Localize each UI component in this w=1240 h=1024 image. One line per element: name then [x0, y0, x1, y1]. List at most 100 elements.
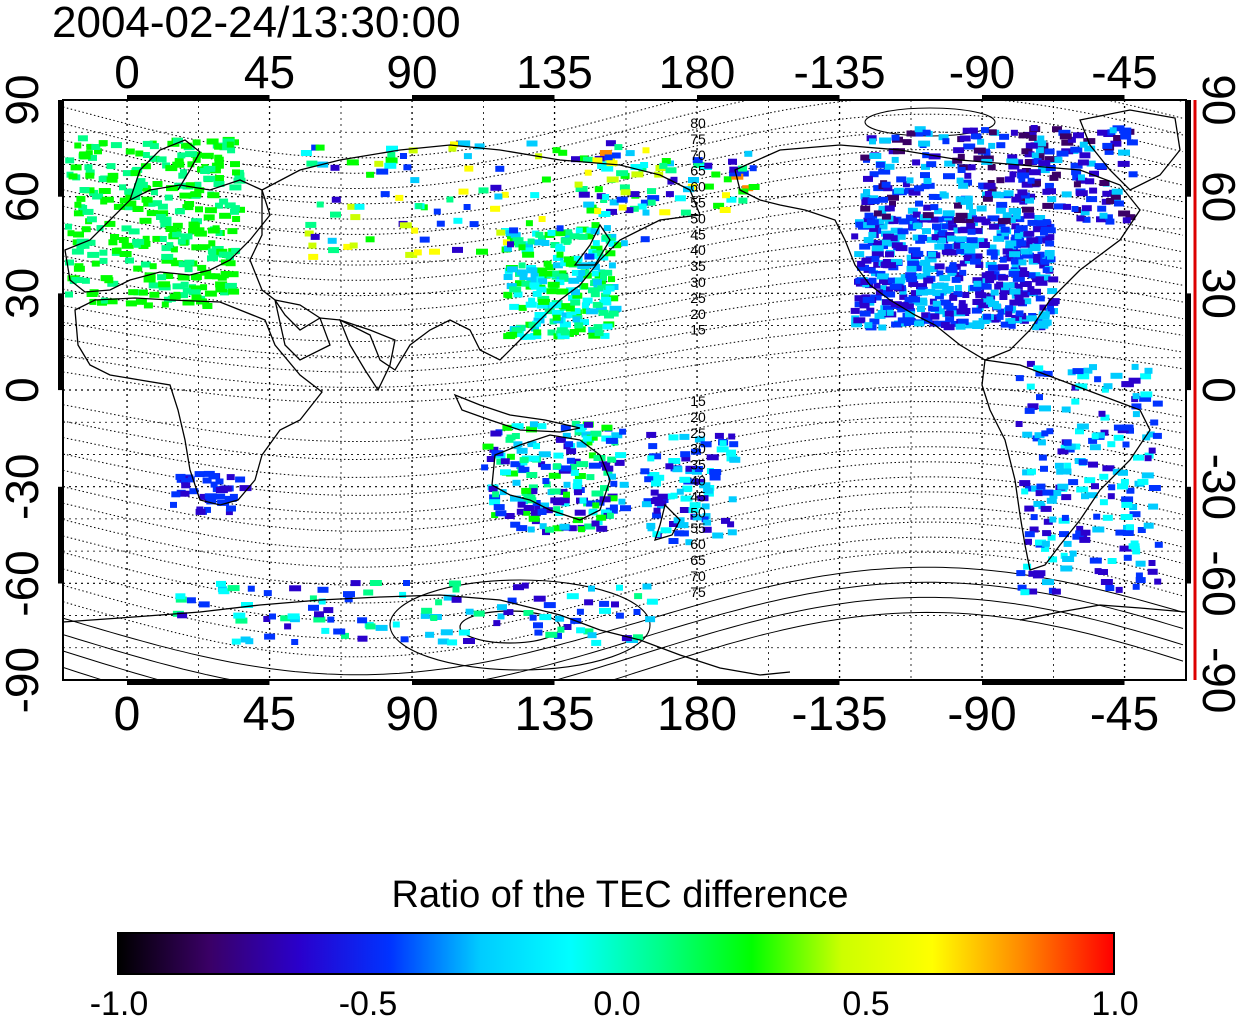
tec-cell — [187, 476, 195, 483]
tec-cell — [570, 469, 579, 476]
tec-cell — [999, 133, 1010, 140]
tec-cell — [74, 263, 84, 270]
tec-cell — [967, 228, 976, 235]
tec-cell — [640, 199, 653, 206]
tec-cell — [574, 509, 586, 516]
tec-cell — [490, 205, 501, 212]
tec-cell — [563, 256, 574, 263]
tec-cell — [615, 452, 627, 459]
mag-lat-contour — [63, 596, 1184, 680]
tec-cell — [304, 230, 314, 237]
tec-cell — [1122, 530, 1134, 536]
tec-cell — [922, 228, 931, 235]
tec-cell — [1069, 550, 1077, 557]
tec-cell — [1019, 480, 1031, 487]
tec-cell — [1058, 129, 1071, 136]
tec-cell — [1075, 530, 1085, 537]
mag-lat-contour — [63, 431, 1184, 514]
tec-cell — [1033, 365, 1044, 372]
tec-cell — [503, 245, 512, 252]
tec-cell — [135, 298, 147, 305]
tec-cell — [548, 472, 561, 479]
tec-cell — [938, 134, 949, 141]
tec-cell — [440, 629, 453, 636]
tec-cell — [1104, 148, 1114, 155]
tec-cell — [1075, 190, 1088, 197]
tec-cell — [944, 310, 954, 317]
tec-cell — [1135, 577, 1146, 584]
tec-cell — [104, 220, 116, 227]
tec-cell — [996, 201, 1008, 208]
tec-cell — [915, 273, 928, 280]
tec-cell — [906, 265, 917, 272]
tec-cell — [566, 593, 579, 600]
tec-cell — [890, 235, 898, 242]
tec-cell — [945, 232, 955, 238]
tec-cell — [912, 250, 924, 257]
tec-cell — [529, 282, 540, 289]
contour-label-south: 65 — [690, 552, 706, 568]
lon-tick-bottom: 135 — [514, 688, 594, 741]
tec-cell — [552, 147, 561, 154]
tec-cell — [163, 273, 174, 279]
tec-cell — [871, 255, 880, 262]
tec-cell — [1148, 503, 1159, 510]
tec-cell — [881, 213, 891, 220]
tec-cell — [108, 239, 118, 246]
tec-cell — [883, 305, 893, 312]
axis-bar-top — [697, 95, 840, 100]
tec-cell — [347, 203, 358, 210]
tec-cell — [851, 233, 859, 240]
tec-cell — [1035, 147, 1044, 154]
tec-cell — [194, 471, 205, 478]
tec-cell — [215, 175, 224, 181]
coastline-indonesia — [453, 393, 581, 433]
tec-cell — [1110, 193, 1121, 200]
tec-cell — [881, 230, 891, 237]
tec-cell — [463, 204, 471, 210]
tec-cell — [170, 246, 178, 253]
tec-cell — [138, 289, 148, 296]
tec-cell — [988, 142, 996, 149]
tec-cell — [665, 463, 674, 470]
tec-cell — [641, 501, 652, 508]
tec-cell — [899, 288, 907, 295]
tec-cell — [1100, 414, 1110, 421]
tec-cell — [1010, 129, 1018, 136]
tec-cell — [392, 621, 400, 628]
tec-cell — [566, 457, 575, 464]
tec-cell — [1076, 486, 1089, 493]
tec-cell — [945, 316, 955, 323]
tec-cell — [528, 322, 536, 329]
tec-cell — [896, 302, 909, 309]
tec-cell — [84, 239, 96, 246]
tec-cell — [588, 585, 595, 592]
tec-cell — [230, 208, 239, 215]
tec-cell — [676, 488, 684, 495]
tec-cell — [215, 286, 228, 293]
tec-cell — [172, 231, 182, 238]
tec-cell — [106, 163, 116, 170]
tec-cell — [931, 234, 939, 241]
tec-cell — [1121, 424, 1134, 431]
tec-cell — [316, 201, 324, 208]
tec-cell — [1016, 570, 1026, 577]
tec-cell — [158, 284, 171, 291]
tec-cell — [1061, 139, 1074, 146]
tec-cell — [488, 486, 498, 492]
tec-cell — [152, 235, 163, 242]
tec-cell — [1009, 251, 1020, 258]
tec-cell — [619, 184, 630, 191]
tec-cell — [188, 285, 201, 292]
lon-tick-top: 45 — [244, 46, 295, 98]
tec-cell — [86, 143, 94, 150]
tec-cell — [1142, 434, 1151, 441]
contour-label-north: 70 — [690, 147, 706, 163]
coastline-antarctica — [63, 594, 1186, 676]
tec-cell — [1025, 197, 1034, 204]
tec-cell — [601, 165, 614, 172]
tec-cell — [925, 182, 935, 189]
tec-cell — [555, 279, 565, 286]
lon-tick-top: 0 — [114, 46, 140, 98]
tec-cell — [906, 130, 916, 137]
